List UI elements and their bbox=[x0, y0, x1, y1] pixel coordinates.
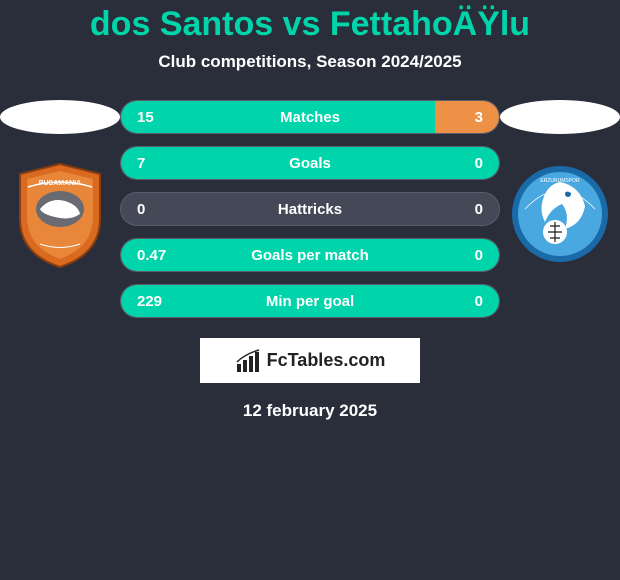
date-label: 12 february 2025 bbox=[0, 401, 620, 421]
subtitle: Club competitions, Season 2024/2025 bbox=[0, 52, 620, 72]
left-team-logo: PUSAMANIA bbox=[10, 164, 110, 264]
stat-left-value: 0 bbox=[137, 201, 145, 218]
right-logo-text: ERZURUMSPOR bbox=[540, 178, 580, 184]
stat-fill-right bbox=[435, 101, 499, 133]
brand-text: FcTables.com bbox=[267, 350, 386, 371]
stat-bar-matches: 15 3 Matches bbox=[120, 100, 500, 134]
stat-right-value: 3 bbox=[475, 109, 483, 126]
comparison-container: dos Santos vs FettahoÄŸlu Club competiti… bbox=[0, 0, 620, 421]
left-logo-text: PUSAMANIA bbox=[39, 180, 81, 187]
right-player-col: ERZURUMSPOR bbox=[500, 92, 620, 264]
stat-label: Goals per match bbox=[251, 247, 369, 264]
stat-label: Min per goal bbox=[266, 293, 354, 310]
stat-right-value: 0 bbox=[475, 155, 483, 172]
brand-chart-icon bbox=[235, 348, 261, 374]
stat-right-value: 0 bbox=[475, 293, 483, 310]
left-player-ellipse bbox=[0, 100, 120, 134]
stat-right-value: 0 bbox=[475, 247, 483, 264]
stat-fill-left bbox=[121, 101, 435, 133]
main-row: PUSAMANIA 15 3 Matches 7 0 Goals 0 0 Hattricks 0.… bbox=[0, 92, 620, 318]
stats-column: 15 3 Matches 7 0 Goals 0 0 Hattricks 0.47 0 Goals p… bbox=[120, 92, 500, 318]
stat-bar-hattricks: 0 0 Hattricks bbox=[120, 192, 500, 226]
stat-bar-goals: 7 0 Goals bbox=[120, 146, 500, 180]
right-team-logo: ERZURUMSPOR bbox=[510, 164, 610, 264]
brand-box: FcTables.com bbox=[200, 338, 420, 383]
stat-left-value: 0.47 bbox=[137, 247, 166, 264]
stat-right-value: 0 bbox=[475, 201, 483, 218]
right-team-logo-svg: ERZURUMSPOR bbox=[510, 164, 610, 264]
stat-bar-min-per-goal: 229 0 Min per goal bbox=[120, 284, 500, 318]
left-team-logo-svg: PUSAMANIA bbox=[10, 159, 110, 269]
page-title: dos Santos vs FettahoÄŸlu bbox=[0, 5, 620, 44]
stat-bar-goals-per-match: 0.47 0 Goals per match bbox=[120, 238, 500, 272]
stat-label: Hattricks bbox=[278, 201, 342, 218]
right-player-ellipse bbox=[500, 100, 620, 134]
stat-left-value: 15 bbox=[137, 109, 154, 126]
stat-left-value: 229 bbox=[137, 293, 162, 310]
stat-label: Matches bbox=[280, 109, 340, 126]
left-player-col: PUSAMANIA bbox=[0, 92, 120, 264]
stat-left-value: 7 bbox=[137, 155, 145, 172]
stat-label: Goals bbox=[289, 155, 331, 172]
